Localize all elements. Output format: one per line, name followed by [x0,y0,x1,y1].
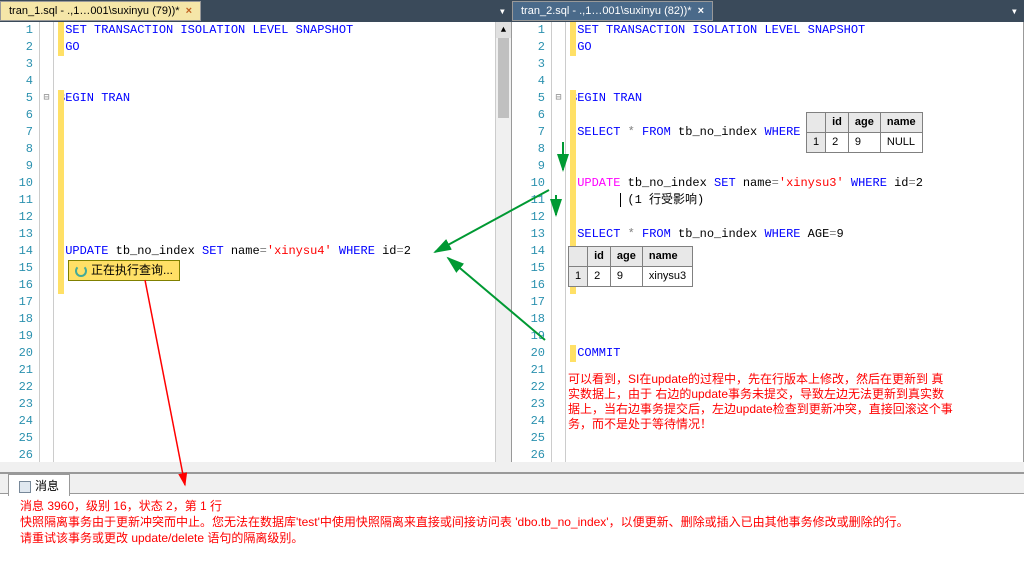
kw-where: WHERE [844,176,887,190]
eq: = [772,176,779,190]
kw-where: WHERE [764,227,800,241]
fold-gutter: ⊟ [552,22,566,462]
fold-icon[interactable]: ⊟ [552,90,565,107]
tbl: tb_no_index [671,227,765,241]
kw-update: UPDATE [577,176,620,190]
cell-id: 2 [826,133,849,153]
messages-icon [19,481,31,493]
th-age: age [610,247,642,267]
fold-gutter: ⊟ [40,22,54,462]
msg-line-3: 请重试该事务或更改 update/delete 语句的隔离级别。 [20,530,1004,546]
tab-tran2-title: tran_2.sql - .,1…001\suxinyu (82))* [521,5,692,17]
fold-icon[interactable]: ⊟ [40,90,53,107]
kw-set: SET [65,23,87,37]
star: * [620,227,642,241]
cell-age: 9 [848,133,880,153]
kw-from: FROM [642,227,671,241]
th-age: age [848,113,880,133]
cell-age: 9 [610,267,642,287]
val: 'xinysu4' [267,244,332,258]
kw-where: WHERE [332,244,375,258]
kw-set2: SET [202,244,224,258]
tab-tran1[interactable]: tran_1.sql - .,1…001\suxinyu (79))* × [0,1,201,21]
row-num: 1 [807,133,826,153]
eq2: = [397,244,404,258]
num: 2 [404,244,411,258]
tbl: tb_no_index [671,125,765,139]
kw-from: FROM [642,125,671,139]
kw-where: WHERE [764,125,800,139]
editor-right: 1234567891011121314151617181920212223242… [512,22,1024,462]
th-blank [807,113,826,133]
scroll-up-icon[interactable]: ▲ [496,22,511,38]
kw-go: GO [577,40,591,54]
tab-dropdown-icon[interactable]: ▾ [499,4,506,19]
num: 2 [916,176,923,190]
code-area-right[interactable]: SET TRANSACTION ISOLATION LEVEL SNAPSHOT… [566,22,1023,462]
cond: id [887,176,909,190]
cond: id [375,244,397,258]
kw-rest: TRANSACTION ISOLATION LEVEL SNAPSHOT [599,23,865,37]
col: name [224,244,260,258]
kw-update: UPDATE [65,244,108,258]
close-icon[interactable]: × [698,5,704,17]
kw-select: SELECT [577,227,620,241]
tbl: tb_no_index [620,176,714,190]
kw-set: SET [577,23,599,37]
row-num: 1 [569,267,588,287]
cell-name: NULL [880,133,922,153]
cond: AGE [800,227,829,241]
explain-l1: 可以看到，SI在update的过程中，先在行版本上修改，然后在更新到 真 [568,372,998,387]
eq: = [829,227,836,241]
cell-id: 2 [588,267,611,287]
tab-tran2[interactable]: tran_2.sql - .,1…001\suxinyu (82))* × [512,1,713,21]
messages-panel: 消息 消息 3960，级别 16，状态 2，第 1 行 快照隔离事务由于更新冲突… [0,472,1024,564]
editor-left: 1234567891011121314151617181920212223242… [0,22,512,462]
msg-line-2: 快照隔离事务由于更新冲突而中止。您无法在数据库'test'中使用快照隔离来直接或… [20,514,1004,530]
kw-tran: TRAN [606,91,642,105]
tab-tran1-title: tran_1.sql - .,1…001\suxinyu (79))* [9,5,180,17]
kw-go: GO [65,40,79,54]
th-id: id [588,247,611,267]
rows-affected: (1 行受影响) [620,193,704,207]
kw-set: SET [714,176,736,190]
eq2: = [909,176,916,190]
line-gutter: 1234567891011121314151617181920212223242… [512,22,552,462]
tabs-bar: tran_1.sql - .,1…001\suxinyu (79))* × ▾ … [0,0,1024,22]
result-table-2: idagename 129xinysu3 [568,246,693,287]
kw-tran: TRAN [94,91,130,105]
th-blank [569,247,588,267]
editors-container: 1234567891011121314151617181920212223242… [0,22,1024,462]
kw-commit: COMMIT [577,346,620,360]
th-id: id [826,113,849,133]
cell-name: xinysu3 [642,267,692,287]
result-table-1: idagename 129NULL [806,112,923,153]
star: * [620,125,642,139]
messages-tab-label: 消息 [35,479,59,493]
spinner-icon [75,265,87,277]
col: name [736,176,772,190]
th-name: name [880,113,922,133]
close-icon[interactable]: × [186,5,192,17]
num: 9 [837,227,844,241]
val: 'xinysu3' [779,176,844,190]
th-name: name [642,247,692,267]
explain-l3: 据上，当右边事务提交后，左边update检查到更新冲突，直接回滚这个事 [568,402,998,417]
messages-body: 消息 3960，级别 16，状态 2，第 1 行 快照隔离事务由于更新冲突而中止… [0,494,1024,550]
scroll-thumb[interactable] [498,38,509,118]
msg-line-1: 消息 3960，级别 16，状态 2，第 1 行 [20,498,1004,514]
line-gutter: 1234567891011121314151617181920212223242… [0,22,40,462]
scrollbar-vertical[interactable]: ▲ [495,22,511,462]
tab-dropdown-icon[interactable]: ▾ [1011,4,1018,19]
tbl: tb_no_index [108,244,202,258]
explanation-text: 可以看到，SI在update的过程中，先在行版本上修改，然后在更新到 真 实数据… [568,372,998,432]
eq: = [260,244,267,258]
kw-rest: TRANSACTION ISOLATION LEVEL SNAPSHOT [87,23,353,37]
code-area-left[interactable]: SET TRANSACTION ISOLATION LEVEL SNAPSHOT… [54,22,511,462]
explain-l2: 实数据上，由于 右边的update事务未提交，导致左边无法更新到真实数 [568,387,998,402]
messages-tab[interactable]: 消息 [8,474,70,496]
kw-select: SELECT [577,125,620,139]
explain-l4: 务，而不是处于等待情况！ [568,417,998,432]
